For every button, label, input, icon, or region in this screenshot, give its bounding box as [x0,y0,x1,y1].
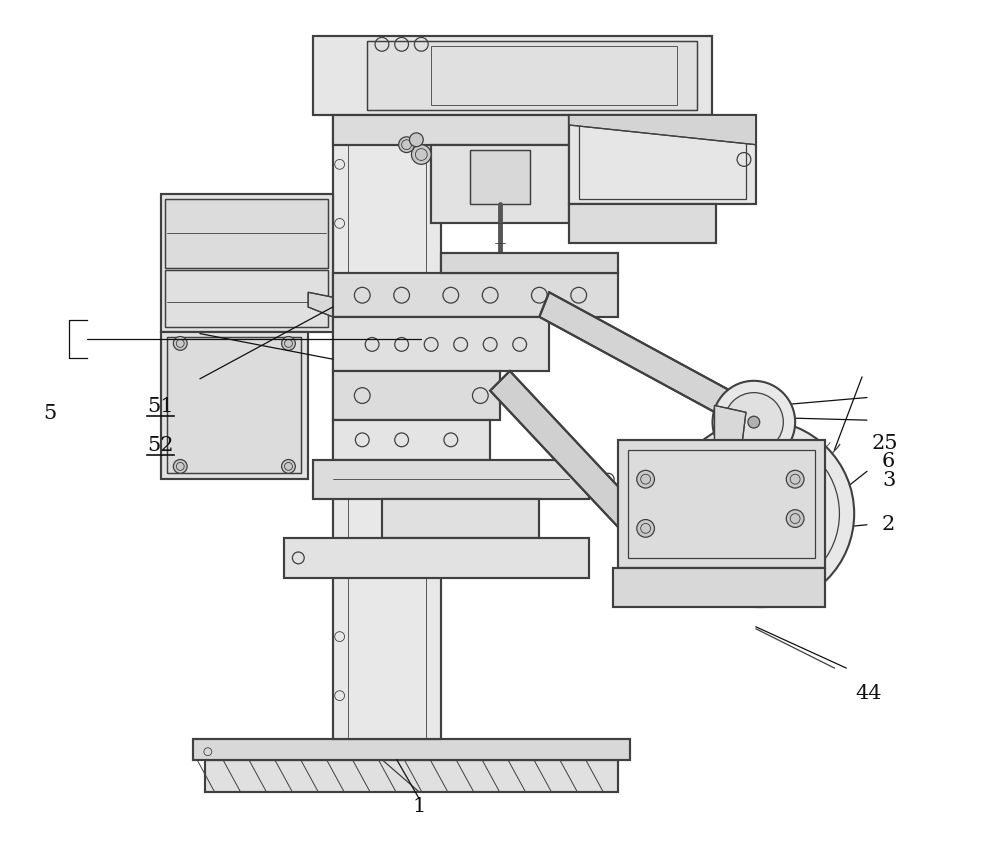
Polygon shape [165,270,328,327]
Circle shape [173,336,187,350]
Circle shape [637,519,654,538]
Polygon shape [539,292,775,439]
Polygon shape [490,371,657,548]
Polygon shape [161,194,333,332]
Circle shape [637,470,654,488]
Circle shape [173,459,187,473]
Text: 1: 1 [413,797,426,816]
Polygon shape [333,76,441,739]
Circle shape [786,470,804,488]
Polygon shape [367,41,697,110]
Polygon shape [284,538,589,578]
Polygon shape [431,144,569,224]
Polygon shape [333,371,500,421]
Text: 6: 6 [882,452,895,470]
Text: 25: 25 [871,434,898,453]
Polygon shape [205,759,618,792]
Circle shape [399,137,414,152]
Polygon shape [333,115,569,144]
Text: 2: 2 [882,515,895,534]
Circle shape [713,381,795,464]
Polygon shape [313,36,712,115]
Polygon shape [714,405,746,452]
Circle shape [749,502,773,525]
Polygon shape [193,739,630,759]
Polygon shape [333,273,618,316]
Text: 51: 51 [147,396,174,415]
Polygon shape [488,267,512,287]
Circle shape [329,298,347,316]
Polygon shape [165,199,328,267]
Circle shape [748,416,760,428]
Polygon shape [308,292,333,316]
Polygon shape [569,204,716,243]
Polygon shape [313,459,589,499]
Polygon shape [161,332,308,479]
Polygon shape [569,115,756,204]
Circle shape [282,459,295,473]
Text: 3: 3 [882,471,895,490]
Polygon shape [441,253,618,273]
Text: 52: 52 [147,436,174,455]
Polygon shape [333,316,549,371]
Circle shape [409,133,423,147]
Polygon shape [470,150,530,204]
Polygon shape [613,568,825,607]
Circle shape [411,144,431,164]
Circle shape [282,336,295,350]
Polygon shape [382,499,539,538]
Polygon shape [569,115,756,144]
Polygon shape [167,336,301,473]
Polygon shape [333,421,490,459]
Text: 5: 5 [43,403,56,422]
Polygon shape [618,439,825,568]
Circle shape [667,421,854,607]
Text: 44: 44 [856,685,882,703]
Circle shape [786,510,804,527]
Circle shape [724,393,783,452]
